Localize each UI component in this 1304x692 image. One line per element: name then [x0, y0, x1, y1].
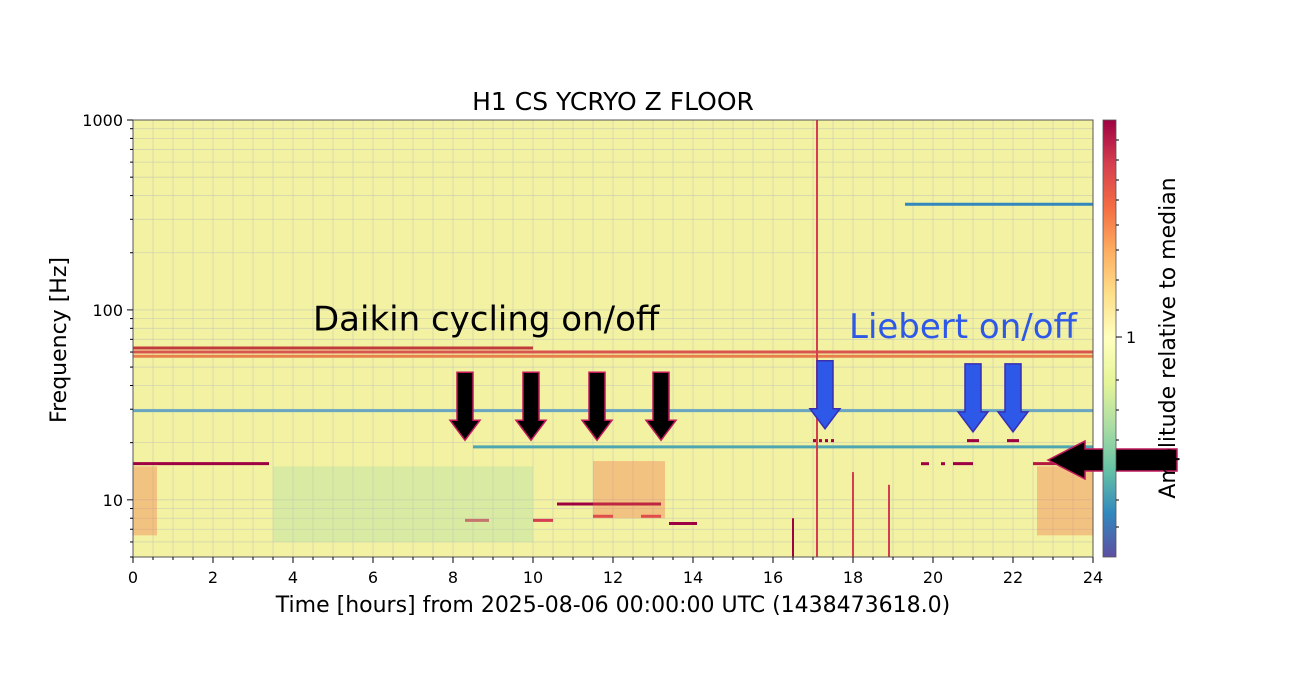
down-arrow	[514, 371, 548, 442]
x-tick-label: 2	[208, 568, 218, 587]
down-arrow	[580, 371, 614, 442]
y-tick-label: 100	[92, 301, 123, 320]
down-arrow	[996, 363, 1030, 434]
x-tick-label: 0	[128, 568, 138, 587]
annotation-text: Daikin cycling on/off	[313, 299, 661, 339]
x-tick-label: 6	[368, 568, 378, 587]
down-arrow	[808, 359, 842, 430]
spectral-features	[133, 120, 1093, 557]
down-arrow	[956, 363, 990, 434]
x-tick-label: 14	[683, 568, 703, 587]
y-axis-label: Frequency [Hz]	[47, 257, 72, 423]
x-axis-label: Time [hours] from 2025-08-06 00:00:00 UT…	[275, 593, 950, 618]
down-arrow	[644, 371, 678, 442]
y-tick-label: 10	[103, 491, 123, 510]
x-tick-label: 4	[288, 568, 298, 587]
x-tick-label: 10	[523, 568, 543, 587]
down-arrow	[448, 371, 482, 442]
colorbar-gradient	[1102, 119, 1117, 558]
x-tick-label: 8	[448, 568, 458, 587]
x-tick-label: 12	[603, 568, 623, 587]
noise-region	[273, 466, 533, 542]
x-tick-label: 16	[763, 568, 783, 587]
annotation-text: Liebert on/off	[849, 307, 1079, 347]
chart-title: H1 CS YCRYO Z FLOOR	[472, 87, 754, 116]
annotations: Daikin cycling on/off Liebert on/off	[313, 299, 1178, 481]
x-tick-label: 20	[923, 568, 943, 587]
x-tick-label: 22	[1003, 568, 1023, 587]
noise-region	[593, 461, 665, 519]
x-tick-label: 18	[843, 568, 863, 587]
colorbar: 1	[1102, 119, 1136, 558]
noise-region	[133, 466, 157, 536]
x-tick-label: 24	[1083, 568, 1103, 587]
grid-lines	[132, 120, 1094, 558]
y-tick-label: 1000	[82, 111, 123, 130]
colorbar-label: Amplitude relative to median	[1156, 177, 1181, 498]
colorbar-tick-label: 1	[1126, 328, 1136, 347]
